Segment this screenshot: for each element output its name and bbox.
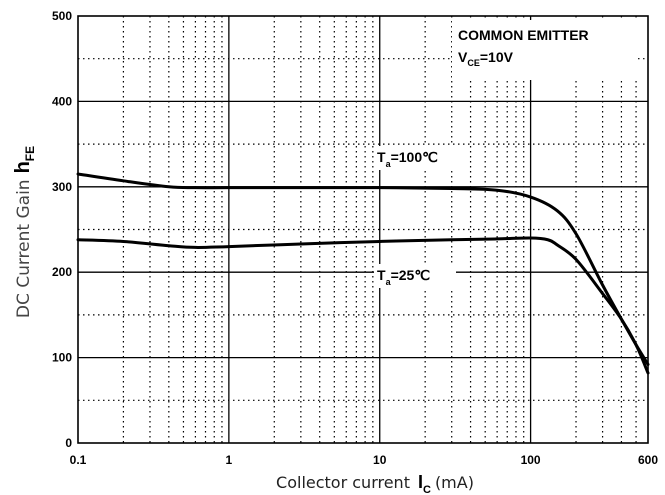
x-axis-label: Collector current IC (mA) <box>276 472 474 495</box>
svg-text:Ta=100℃: Ta=100℃ <box>377 149 438 169</box>
svg-text:DC Current GainhFE: DC Current GainhFE <box>12 146 37 318</box>
x-tick-label: 10 <box>373 453 387 467</box>
series-label-25c: Ta=25℃ <box>374 264 456 288</box>
plot-frame <box>77 15 649 444</box>
x-tick-label: 600 <box>638 453 658 467</box>
x-tick-label: 0.1 <box>70 453 87 467</box>
condition-annotation-bg <box>452 20 638 80</box>
ticks-layer: 0 100 200 300 400 500 0.1 1 10 100 600 <box>52 9 658 467</box>
series-label-25c-bg <box>374 264 456 288</box>
y-tick-label: 0 <box>65 436 72 450</box>
y-tick-label: 400 <box>52 94 72 108</box>
condition-line1: COMMON EMITTER <box>458 27 589 43</box>
series-layer <box>76 172 650 375</box>
y-tick-label: 300 <box>52 180 72 194</box>
series-label-100c: Ta=100℃ <box>374 146 464 170</box>
series-line-0 <box>76 172 650 366</box>
x-tick-label: 100 <box>521 453 541 467</box>
condition-annotation: COMMON EMITTER VCE=10V <box>452 20 638 80</box>
y-tick-label: 500 <box>52 9 72 23</box>
y-tick-label: 200 <box>52 265 72 279</box>
series-line-1 <box>76 236 650 375</box>
y-tick-label: 100 <box>52 351 72 365</box>
grid-layer <box>78 16 648 443</box>
x-tick-label: 1 <box>226 453 233 467</box>
series-label-100c-bg <box>374 146 464 170</box>
y-axis-label: DC Current GainhFE <box>12 146 37 318</box>
svg-text:Ta=25℃: Ta=25℃ <box>377 267 430 287</box>
condition-line2: VCE=10V <box>458 49 514 68</box>
